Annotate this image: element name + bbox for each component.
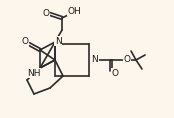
Text: O: O <box>124 55 130 65</box>
Text: O: O <box>42 8 49 17</box>
Text: OH: OH <box>67 6 81 15</box>
Text: N: N <box>92 55 98 65</box>
Text: NH: NH <box>27 69 41 78</box>
Text: N: N <box>55 36 61 46</box>
Text: O: O <box>112 69 118 78</box>
Text: O: O <box>22 38 29 46</box>
